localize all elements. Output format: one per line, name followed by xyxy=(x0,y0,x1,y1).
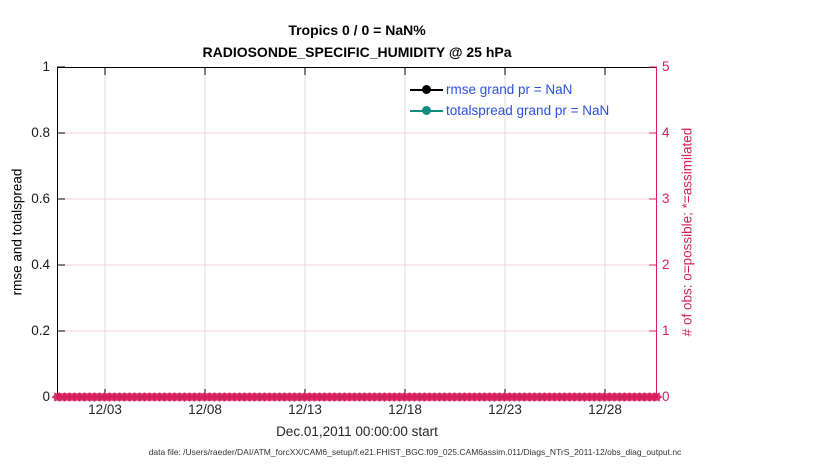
right-ytick-0: 0 xyxy=(662,389,670,404)
left-ytick-0.8: 0.8 xyxy=(31,125,50,140)
legend-row-totalspread: totalspread grand pr = NaN xyxy=(410,100,609,121)
left-ytick-1: 1 xyxy=(42,59,50,74)
totalspread-line-marker-icon xyxy=(410,106,443,115)
plot-subtitle: RADIOSONDE_SPECIFIC_HUMIDITY @ 25 hPa xyxy=(202,44,512,60)
left-ytick-0.4: 0.4 xyxy=(31,257,50,272)
xtick-12-18: 12/18 xyxy=(388,402,422,417)
left-ytick-0.6: 0.6 xyxy=(31,191,50,206)
right-y-axis-label: # of obs: o=possible; *=assimilated xyxy=(679,127,695,337)
x-axis-label: Dec.01,2011 00:00:00 start xyxy=(276,424,438,439)
plot-canvas xyxy=(51,66,663,402)
right-ytick-5: 5 xyxy=(662,59,670,74)
rmse-line-marker-icon xyxy=(410,85,443,94)
plot-title: Tropics 0 / 0 = NaN% xyxy=(288,22,426,38)
right-ytick-4: 4 xyxy=(662,125,670,140)
legend-label-totalspread: totalspread grand pr = NaN xyxy=(446,103,610,118)
legend-row-rmse: rmse grand pr = NaN xyxy=(410,79,609,100)
left-y-axis-label: rmse and totalspread xyxy=(9,168,25,296)
right-ytick-1: 1 xyxy=(662,323,670,338)
left-ytick-0.2: 0.2 xyxy=(31,323,50,338)
right-ytick-2: 2 xyxy=(662,257,670,272)
left-ytick-0: 0 xyxy=(42,389,50,404)
xtick-12-13: 12/13 xyxy=(288,402,322,417)
legend: rmse grand pr = NaN totalspread grand pr… xyxy=(410,79,609,121)
xtick-12-23: 12/23 xyxy=(488,402,522,417)
xtick-12-28: 12/28 xyxy=(588,402,622,417)
legend-label-rmse: rmse grand pr = NaN xyxy=(446,82,573,97)
right-ytick-3: 3 xyxy=(662,191,670,206)
xtick-12-08: 12/08 xyxy=(188,402,222,417)
xtick-12-03: 12/03 xyxy=(88,402,122,417)
data-file-path: data file: /Users/raeder/DAI/ATM_forcXX/… xyxy=(148,447,682,457)
